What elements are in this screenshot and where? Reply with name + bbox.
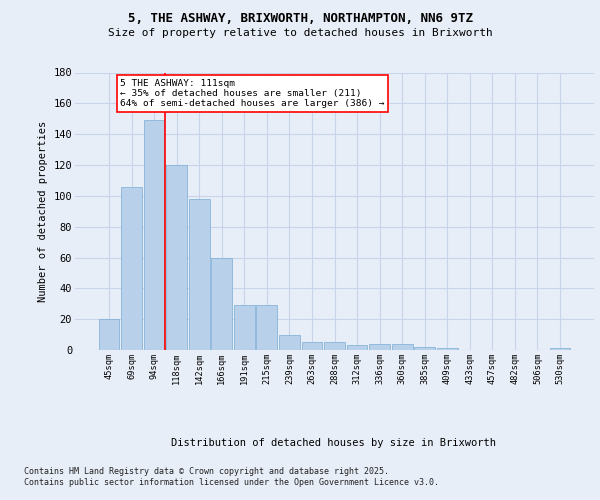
Bar [256, 306, 277, 350]
Bar [415, 347, 435, 350]
Bar [211, 258, 232, 350]
Bar [234, 306, 254, 350]
Bar [302, 342, 322, 350]
Bar [437, 348, 458, 350]
Text: 5, THE ASHWAY, BRIXWORTH, NORTHAMPTON, NN6 9TZ: 5, THE ASHWAY, BRIXWORTH, NORTHAMPTON, N… [128, 12, 473, 26]
Bar [347, 346, 367, 350]
Bar [166, 165, 187, 350]
Bar [392, 344, 413, 350]
Bar [189, 199, 209, 350]
Bar [279, 334, 300, 350]
Bar [143, 120, 164, 350]
Y-axis label: Number of detached properties: Number of detached properties [38, 120, 48, 302]
Bar [369, 344, 390, 350]
Text: Size of property relative to detached houses in Brixworth: Size of property relative to detached ho… [107, 28, 493, 38]
Text: Contains HM Land Registry data © Crown copyright and database right 2025.
Contai: Contains HM Land Registry data © Crown c… [24, 468, 439, 487]
Bar [98, 319, 119, 350]
Text: 5 THE ASHWAY: 111sqm
← 35% of detached houses are smaller (211)
64% of semi-deta: 5 THE ASHWAY: 111sqm ← 35% of detached h… [120, 78, 385, 108]
Text: Distribution of detached houses by size in Brixworth: Distribution of detached houses by size … [170, 438, 496, 448]
Bar [324, 342, 345, 350]
Bar [550, 348, 571, 350]
Bar [121, 186, 142, 350]
